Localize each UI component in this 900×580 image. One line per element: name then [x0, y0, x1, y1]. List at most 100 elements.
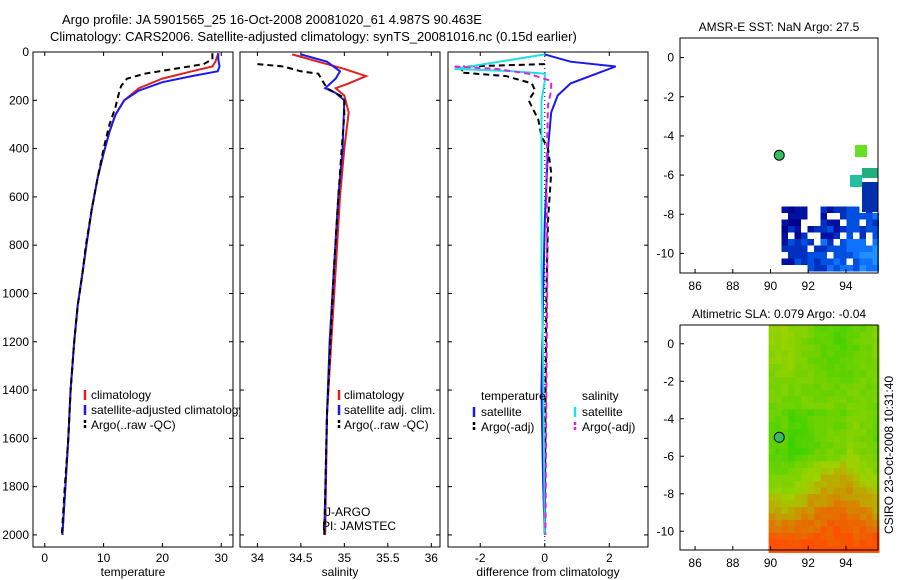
sla-map-cell: [866, 396, 874, 404]
sla-map-cell: [827, 344, 835, 352]
sla-map-cell: [814, 409, 822, 417]
sst-map-xtick-label: 88: [726, 279, 740, 293]
sla-map-cell: [846, 351, 854, 358]
sla-map-cell: [846, 370, 854, 378]
sla-map-cell: [794, 520, 802, 527]
sla-map-cell: [775, 487, 783, 495]
sla-map-cell: [768, 422, 776, 430]
sla-map-cell: [827, 331, 835, 339]
sla-map-cell: [768, 357, 776, 365]
difference-legend-label: Argo(-adj): [481, 420, 534, 434]
sst-map-cell: [807, 258, 814, 265]
sst-map-cell: [827, 226, 834, 233]
sla-map-cell: [788, 526, 796, 534]
sla-map-cell: [820, 526, 828, 534]
sst-map-cell: [853, 239, 860, 246]
sst-map-cell: [872, 219, 879, 226]
sla-map-cell: [833, 481, 841, 488]
sla-map-cell: [788, 546, 796, 553]
temperature-profile-ytick-label: 400: [9, 142, 29, 156]
sla-map-cell: [807, 383, 815, 391]
sst-map-cell: [850, 175, 862, 187]
sla-map-cell: [814, 357, 822, 365]
sst-map-cell: [872, 226, 879, 233]
sst-map-cell: [820, 213, 827, 220]
sla-map-cell: [846, 546, 854, 553]
sla-map-cell: [859, 455, 867, 462]
sst-map-cell: [859, 258, 866, 265]
sla-map-cell: [781, 507, 789, 514]
sst-map-cell: [807, 252, 814, 259]
sla-map-cell: [859, 546, 867, 553]
sla-map-cell: [814, 383, 822, 391]
sst-map-cell: [794, 206, 801, 213]
sla-map-cell: [775, 370, 783, 378]
sla-map-cell: [775, 344, 783, 352]
temperature-profile-xtick-label: 0: [41, 551, 48, 565]
sla-map-cell: [768, 448, 776, 456]
temperature-profile-ytick-label: 1600: [2, 431, 29, 445]
sst-map-cell: [807, 226, 814, 233]
sla-map-cell: [859, 383, 867, 391]
sst-map-cell: [853, 265, 860, 272]
sla-map-cell: [794, 338, 802, 345]
sla-map-cell: [872, 396, 880, 404]
sst-map-cell: [853, 213, 860, 220]
sla-map-cell: [827, 500, 835, 508]
sla-map-cell: [807, 351, 815, 358]
sla-map-cell: [788, 357, 796, 365]
sla-map-cell: [775, 403, 783, 410]
sla-map-cell: [840, 526, 848, 534]
sla-map-cell: [775, 546, 783, 553]
sla-map-cell: [846, 396, 854, 404]
sla-map-cell: [846, 364, 854, 371]
sla-map-cell: [846, 461, 854, 469]
sst-map-cell: [872, 213, 879, 220]
sla-map-cell: [814, 455, 822, 462]
sla-map-cell: [846, 435, 854, 443]
sla-map-cell: [801, 344, 809, 352]
sla-map-cell: [866, 487, 874, 495]
sla-map-cell: [827, 357, 835, 365]
temperature-profile-series-argo: [60, 53, 214, 535]
sla-map-cell: [775, 442, 783, 449]
sla-map-cell: [827, 422, 835, 430]
sla-map-cell: [827, 409, 835, 417]
sla-map-cell: [833, 338, 841, 345]
sla-map-cell: [859, 429, 867, 436]
sst-map-ytick-label: -2: [663, 90, 674, 104]
sla-map-cell: [768, 338, 776, 345]
sla-map-cell: [853, 448, 861, 456]
sla-map-cell: [781, 468, 789, 475]
sla-map-panel: Altimetric SLA: 0.079 Argo: -0.04 86 88 90 9…: [657, 307, 880, 570]
sla-map-cell: [853, 390, 861, 397]
sst-map-xtick-label: 92: [802, 279, 816, 293]
sst-map-cell: [820, 219, 827, 226]
sla-map-cell: [807, 364, 815, 371]
sla-map-cell: [859, 442, 867, 449]
sla-map-cell: [807, 396, 815, 404]
sla-map-cell: [801, 325, 809, 332]
sla-map-cell: [807, 494, 815, 501]
sla-map-cell: [853, 494, 861, 501]
sla-map-cell: [866, 390, 874, 397]
sla-map-cell: [827, 520, 835, 527]
sla-map-cell: [872, 357, 880, 365]
sst-map-cell: [788, 239, 795, 246]
sla-map-cell: [775, 533, 783, 540]
sst-map-ytick-label: -10: [657, 246, 675, 260]
sla-map-cell: [775, 526, 783, 534]
sst-map-cell: [833, 219, 840, 226]
sla-map-cell: [840, 364, 848, 371]
sla-map-cell: [788, 351, 796, 358]
sst-map-cell: [872, 232, 879, 239]
sla-map-cell: [768, 461, 776, 469]
sla-map-cell: [781, 351, 789, 358]
sst-map-cell: [794, 239, 801, 246]
sla-map-cell: [788, 409, 796, 417]
sla-map-cell: [801, 539, 809, 547]
sla-map-cell: [827, 325, 835, 332]
sla-map-cell: [833, 468, 841, 475]
sst-map-cell: [794, 252, 801, 259]
sla-map-cell: [859, 331, 867, 339]
